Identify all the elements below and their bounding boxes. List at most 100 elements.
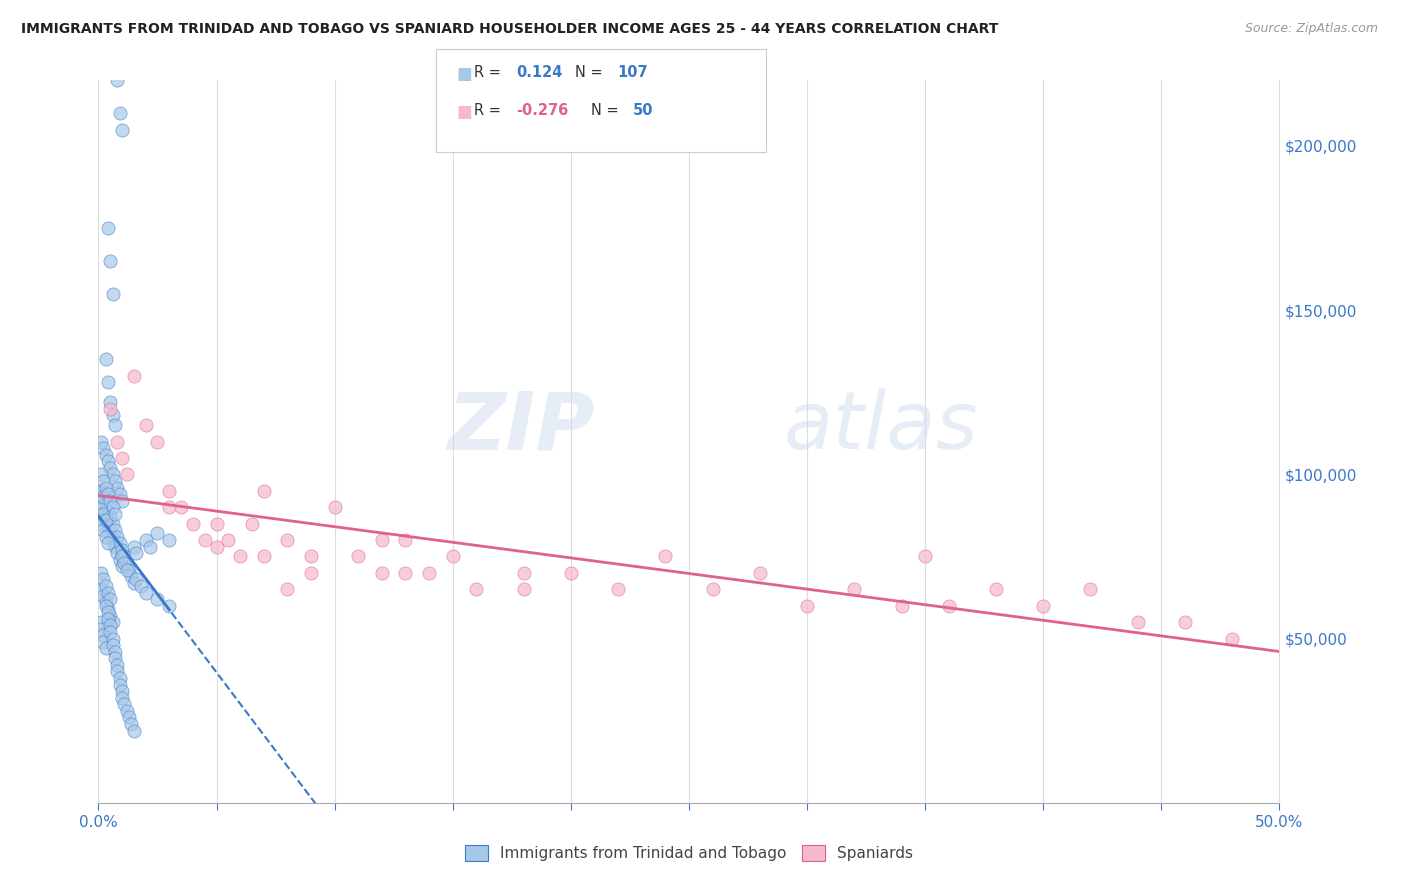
Point: [157, 599, 180, 613]
Text: IMMIGRANTS FROM TRINIDAD AND TOBAGO VS SPANIARD HOUSEHOLDER INCOME AGES 25 - 44 : IMMIGRANTS FROM TRINIDAD AND TOBAGO VS S…: [21, 22, 998, 37]
Point: [91, 635, 114, 649]
Point: [1126, 615, 1149, 630]
Point: [122, 723, 145, 738]
Text: ZIP: ZIP: [447, 388, 595, 467]
Point: [115, 556, 138, 570]
Point: [101, 615, 124, 630]
Point: [111, 542, 134, 557]
Text: N =: N =: [591, 103, 623, 118]
Point: [104, 645, 127, 659]
Point: [129, 579, 152, 593]
Point: [125, 546, 148, 560]
Point: [105, 657, 128, 672]
Point: [90, 516, 112, 531]
Point: [347, 549, 370, 564]
Point: [844, 582, 866, 597]
Text: 0.124: 0.124: [516, 65, 562, 80]
Point: [111, 559, 134, 574]
Point: [418, 566, 440, 580]
Point: [181, 516, 204, 531]
Point: [98, 608, 121, 623]
Point: [170, 500, 193, 515]
Point: [194, 533, 217, 547]
Point: [91, 441, 114, 455]
Point: [94, 448, 117, 462]
Point: [112, 549, 135, 564]
Point: [157, 483, 180, 498]
Point: [101, 467, 124, 482]
Point: [253, 483, 276, 498]
Point: [91, 628, 114, 642]
Point: [607, 582, 630, 597]
Point: [94, 481, 117, 495]
Point: [299, 549, 322, 564]
Point: [122, 540, 145, 554]
Point: [90, 582, 112, 597]
Point: [938, 599, 960, 613]
Point: [91, 507, 114, 521]
Point: [1220, 632, 1243, 646]
Text: R =: R =: [474, 65, 505, 80]
Point: [105, 481, 128, 495]
Point: [984, 582, 1007, 597]
Point: [146, 592, 169, 607]
Point: [135, 585, 157, 599]
Point: [654, 549, 676, 564]
Point: [97, 602, 120, 616]
Point: [276, 533, 298, 547]
Point: [90, 500, 112, 515]
Point: [90, 615, 112, 630]
Point: [98, 401, 121, 416]
Point: [97, 503, 120, 517]
Point: [112, 556, 135, 570]
Point: [94, 497, 117, 511]
Point: [97, 585, 120, 599]
Point: [98, 526, 121, 541]
Point: [94, 513, 117, 527]
Point: [108, 106, 131, 120]
Point: [104, 418, 127, 433]
Legend: Immigrants from Trinidad and Tobago, Spaniards: Immigrants from Trinidad and Tobago, Spa…: [458, 839, 920, 867]
Point: [240, 516, 263, 531]
Point: [276, 582, 298, 597]
Point: [115, 467, 138, 482]
Point: [97, 605, 120, 619]
Point: [101, 500, 124, 515]
Point: [118, 710, 141, 724]
Point: [115, 704, 138, 718]
Point: [122, 575, 145, 590]
Point: [91, 523, 114, 537]
Point: [111, 122, 134, 136]
Text: -0.276: -0.276: [516, 103, 568, 118]
Point: [146, 434, 169, 449]
Point: [890, 599, 912, 613]
Point: [91, 491, 114, 505]
Point: [101, 638, 124, 652]
Point: [98, 460, 121, 475]
Point: [121, 569, 143, 583]
Point: [441, 549, 464, 564]
Point: [205, 540, 228, 554]
Point: [97, 376, 120, 390]
Point: [101, 286, 124, 301]
Point: [97, 221, 120, 235]
Point: [122, 368, 145, 383]
Point: [98, 510, 121, 524]
Point: [94, 595, 117, 609]
Point: [135, 533, 157, 547]
Point: [1080, 582, 1102, 597]
Text: Source: ZipAtlas.com: Source: ZipAtlas.com: [1244, 22, 1378, 36]
Text: atlas: atlas: [783, 388, 979, 467]
Point: [157, 533, 180, 547]
Point: [465, 582, 488, 597]
Point: [91, 589, 114, 603]
Point: [104, 651, 127, 665]
Point: [146, 526, 169, 541]
Point: [371, 566, 394, 580]
Point: [101, 632, 124, 646]
Text: ■: ■: [457, 65, 472, 83]
Point: [104, 474, 127, 488]
Point: [105, 665, 128, 679]
Point: [108, 536, 131, 550]
Point: [101, 409, 124, 423]
